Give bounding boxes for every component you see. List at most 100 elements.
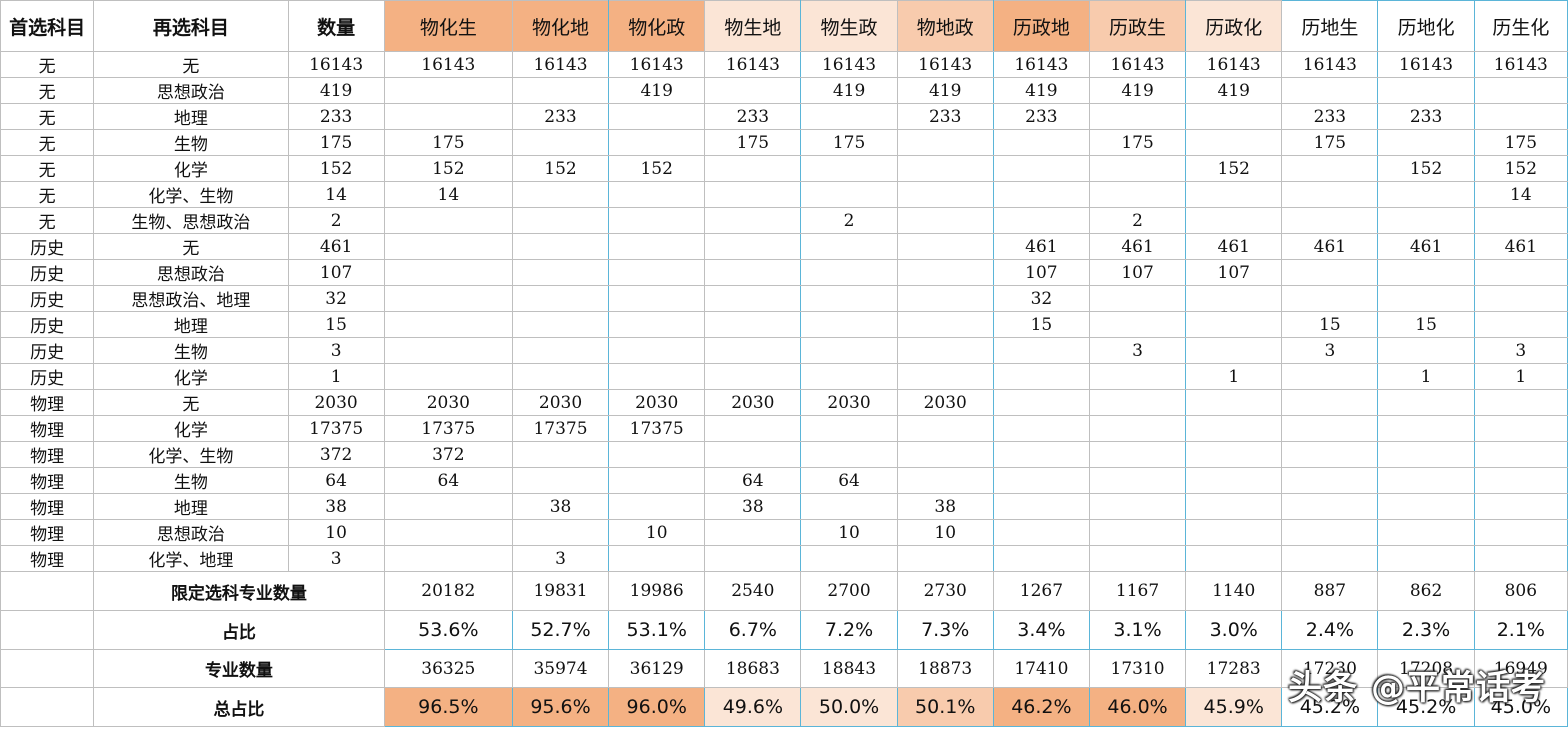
first-subject-cell: 物理 (0, 545, 95, 572)
summary-cell: 17310 (1088, 649, 1187, 688)
combo-cell (704, 441, 802, 468)
summary-cell: 96.5% (383, 687, 513, 727)
combo-cell (1473, 103, 1568, 130)
summary-cell: 2540 (704, 571, 802, 611)
combo-cell (1281, 415, 1379, 442)
table-row: 物理 化学 17375 17375 17375 17375 (0, 415, 1568, 442)
combo-cell (800, 181, 898, 208)
combo-cell: 152 (1185, 155, 1283, 182)
combo-cell (800, 337, 898, 364)
combo-cell: 2030 (383, 389, 513, 416)
combo-cell (800, 363, 898, 390)
header-combo: 物化地 (511, 0, 610, 52)
count-cell: 233 (287, 103, 385, 130)
combo-cell: 2 (1088, 207, 1187, 234)
combo-cell (511, 259, 610, 286)
table-row: 无无 16143 16143 16143 16143 16143 16143 16143 161… (0, 51, 1568, 78)
combo-cell: 38 (704, 493, 802, 520)
combo-cell (383, 311, 513, 338)
combo-cell: 233 (704, 103, 802, 130)
combo-cell (1088, 519, 1187, 546)
second-subject-cell: 思想政治 (93, 77, 289, 104)
combo-cell (704, 363, 802, 390)
combo-cell: 419 (992, 77, 1090, 104)
combo-cell (608, 363, 706, 390)
table-row: 历史 化学 1 1 1 1 (0, 363, 1568, 390)
second-subject-cell: 地理 (93, 493, 289, 520)
first-subject-cell: 历史 (0, 337, 95, 364)
combo-cell (608, 545, 706, 572)
summary-cell: 3.4% (992, 610, 1090, 650)
combo-cell: 16143 (1473, 51, 1568, 78)
combo-cell (1185, 181, 1283, 208)
combo-cell: 2030 (800, 389, 898, 416)
combo-cell (896, 545, 994, 572)
count-cell: 64 (287, 467, 385, 494)
combo-cell (800, 259, 898, 286)
table-row: 物理 生物 64 64 64 64 (0, 467, 1568, 494)
summary-cell: 18873 (896, 649, 994, 688)
combo-cell (1377, 467, 1475, 494)
combo-cell: 64 (800, 467, 898, 494)
count-cell: 372 (287, 441, 385, 468)
first-subject-cell: 物理 (0, 441, 95, 468)
first-subject-cell: 历史 (0, 285, 95, 312)
combo-cell (896, 129, 994, 156)
summary-cell: 1267 (992, 571, 1090, 611)
combo-cell (511, 129, 610, 156)
table-row: 物理 地理 38 38 38 38 (0, 493, 1568, 520)
combo-cell: 175 (383, 129, 513, 156)
first-subject-cell: 物理 (0, 467, 95, 494)
combo-cell: 14 (1473, 181, 1568, 208)
first-subject-cell: 无 (0, 181, 95, 208)
table-row: 无生物 175 175 175 175 175 175 175 (0, 129, 1568, 156)
summary-cell: 7.3% (896, 610, 994, 650)
summary-spacer (0, 649, 95, 688)
combo-cell: 175 (800, 129, 898, 156)
table-row: 历史 思想政治、地理 32 32 (0, 285, 1568, 312)
second-subject-cell: 思想政治 (93, 519, 289, 546)
summary-cell: 17208 (1377, 649, 1475, 688)
combo-cell: 10 (896, 519, 994, 546)
combo-cell: 233 (1281, 103, 1379, 130)
count-cell: 3 (287, 337, 385, 364)
combo-cell (704, 415, 802, 442)
combo-cell: 3 (1088, 337, 1187, 364)
combo-cell: 1 (1473, 363, 1568, 390)
combo-cell: 16143 (896, 51, 994, 78)
summary-cell: 18683 (704, 649, 802, 688)
combo-cell (1185, 467, 1283, 494)
table-row: 无思想政治 419 419 419 419 419 419 419 (0, 77, 1568, 104)
summary-cell: 46.0% (1088, 687, 1187, 727)
second-subject-cell: 思想政治 (93, 259, 289, 286)
table-row: 物理 思想政治 10 10 10 10 (0, 519, 1568, 546)
combo-cell: 15 (1377, 311, 1475, 338)
second-subject-cell: 化学 (93, 155, 289, 182)
second-subject-cell: 化学、地理 (93, 545, 289, 572)
watermark: 头条 @平常话考 (1288, 668, 1546, 708)
combo-cell: 64 (704, 467, 802, 494)
count-cell: 16143 (287, 51, 385, 78)
combo-cell (608, 233, 706, 260)
summary-label: 总占比 (93, 687, 385, 727)
combo-cell (608, 259, 706, 286)
count-cell: 38 (287, 493, 385, 520)
first-subject-cell: 物理 (0, 493, 95, 520)
combo-cell (1377, 415, 1475, 442)
combo-cell (511, 337, 610, 364)
combo-cell (992, 519, 1090, 546)
combo-cell (608, 311, 706, 338)
header-combo: 物化生 (383, 0, 513, 52)
second-subject-cell: 思想政治、地理 (93, 285, 289, 312)
summary-cell: 46.2% (992, 687, 1090, 727)
combo-cell (1088, 363, 1187, 390)
combo-cell (896, 441, 994, 468)
summary-cell: 36325 (383, 649, 513, 688)
count-cell: 175 (287, 129, 385, 156)
summary-cell: 17230 (1281, 649, 1379, 688)
combo-cell (608, 129, 706, 156)
second-subject-cell: 无 (93, 233, 289, 260)
combo-cell (1281, 181, 1379, 208)
summary-cell: 806 (1473, 571, 1568, 611)
combo-cell (1473, 545, 1568, 572)
